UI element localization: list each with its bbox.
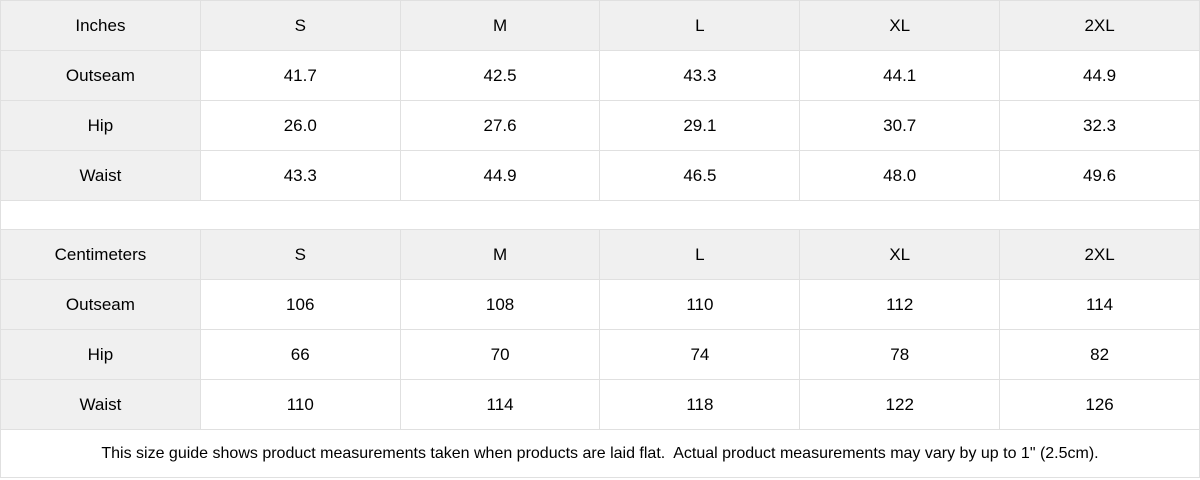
value-cell: 29.1 (599, 100, 801, 151)
value-cell: 46.5 (599, 150, 801, 201)
table-gap-spacer (0, 201, 1200, 229)
value-cell: 43.3 (199, 150, 401, 201)
value-cell: 70 (399, 329, 601, 380)
table-row: Outseam 106 108 110 112 114 (0, 279, 1200, 330)
value-cell: 66 (199, 329, 401, 380)
size-header-cell: 2XL (999, 0, 1200, 51)
value-cell: 48.0 (799, 150, 1001, 201)
row-label-cell: Waist (0, 150, 201, 201)
value-cell: 44.1 (799, 50, 1001, 101)
value-cell: 78 (799, 329, 1001, 380)
table-row: Waist 110 114 118 122 126 (0, 379, 1200, 430)
value-cell: 110 (199, 379, 401, 430)
table-row: Hip 26.0 27.6 29.1 30.7 32.3 (0, 100, 1200, 151)
unit-header-cell: Inches (0, 0, 201, 51)
size-header-cell: 2XL (999, 229, 1200, 280)
value-cell: 114 (399, 379, 601, 430)
size-table-inches: Inches S M L XL 2XL Outseam 41.7 42.5 43… (0, 0, 1200, 201)
size-guide-note: This size guide shows product measuremen… (0, 430, 1200, 478)
size-header-cell: L (599, 0, 801, 51)
value-cell: 110 (599, 279, 801, 330)
value-cell: 44.9 (399, 150, 601, 201)
value-cell: 32.3 (999, 100, 1200, 151)
size-header-cell: XL (799, 229, 1001, 280)
row-label-cell: Hip (0, 100, 201, 151)
value-cell: 74 (599, 329, 801, 380)
size-header-cell: L (599, 229, 801, 280)
row-label-cell: Waist (0, 379, 201, 430)
header-row: Centimeters S M L XL 2XL (0, 229, 1200, 280)
value-cell: 106 (199, 279, 401, 330)
size-header-cell: S (199, 0, 401, 51)
header-row: Inches S M L XL 2XL (0, 0, 1200, 51)
row-label-cell: Hip (0, 329, 201, 380)
size-header-cell: XL (799, 0, 1001, 51)
table-row: Hip 66 70 74 78 82 (0, 329, 1200, 380)
value-cell: 41.7 (199, 50, 401, 101)
value-cell: 43.3 (599, 50, 801, 101)
value-cell: 42.5 (399, 50, 601, 101)
value-cell: 30.7 (799, 100, 1001, 151)
size-header-cell: M (399, 229, 601, 280)
value-cell: 44.9 (999, 50, 1200, 101)
value-cell: 49.6 (999, 150, 1200, 201)
value-cell: 108 (399, 279, 601, 330)
value-cell: 118 (599, 379, 801, 430)
value-cell: 114 (999, 279, 1200, 330)
table-row: Outseam 41.7 42.5 43.3 44.1 44.9 (0, 50, 1200, 101)
value-cell: 112 (799, 279, 1001, 330)
size-header-cell: M (399, 0, 601, 51)
unit-header-cell: Centimeters (0, 229, 201, 280)
table-row: Waist 43.3 44.9 46.5 48.0 49.6 (0, 150, 1200, 201)
value-cell: 122 (799, 379, 1001, 430)
row-label-cell: Outseam (0, 50, 201, 101)
size-table-centimeters: Centimeters S M L XL 2XL Outseam 106 108… (0, 229, 1200, 430)
size-header-cell: S (199, 229, 401, 280)
value-cell: 26.0 (199, 100, 401, 151)
row-label-cell: Outseam (0, 279, 201, 330)
value-cell: 27.6 (399, 100, 601, 151)
value-cell: 126 (999, 379, 1200, 430)
value-cell: 82 (999, 329, 1200, 380)
